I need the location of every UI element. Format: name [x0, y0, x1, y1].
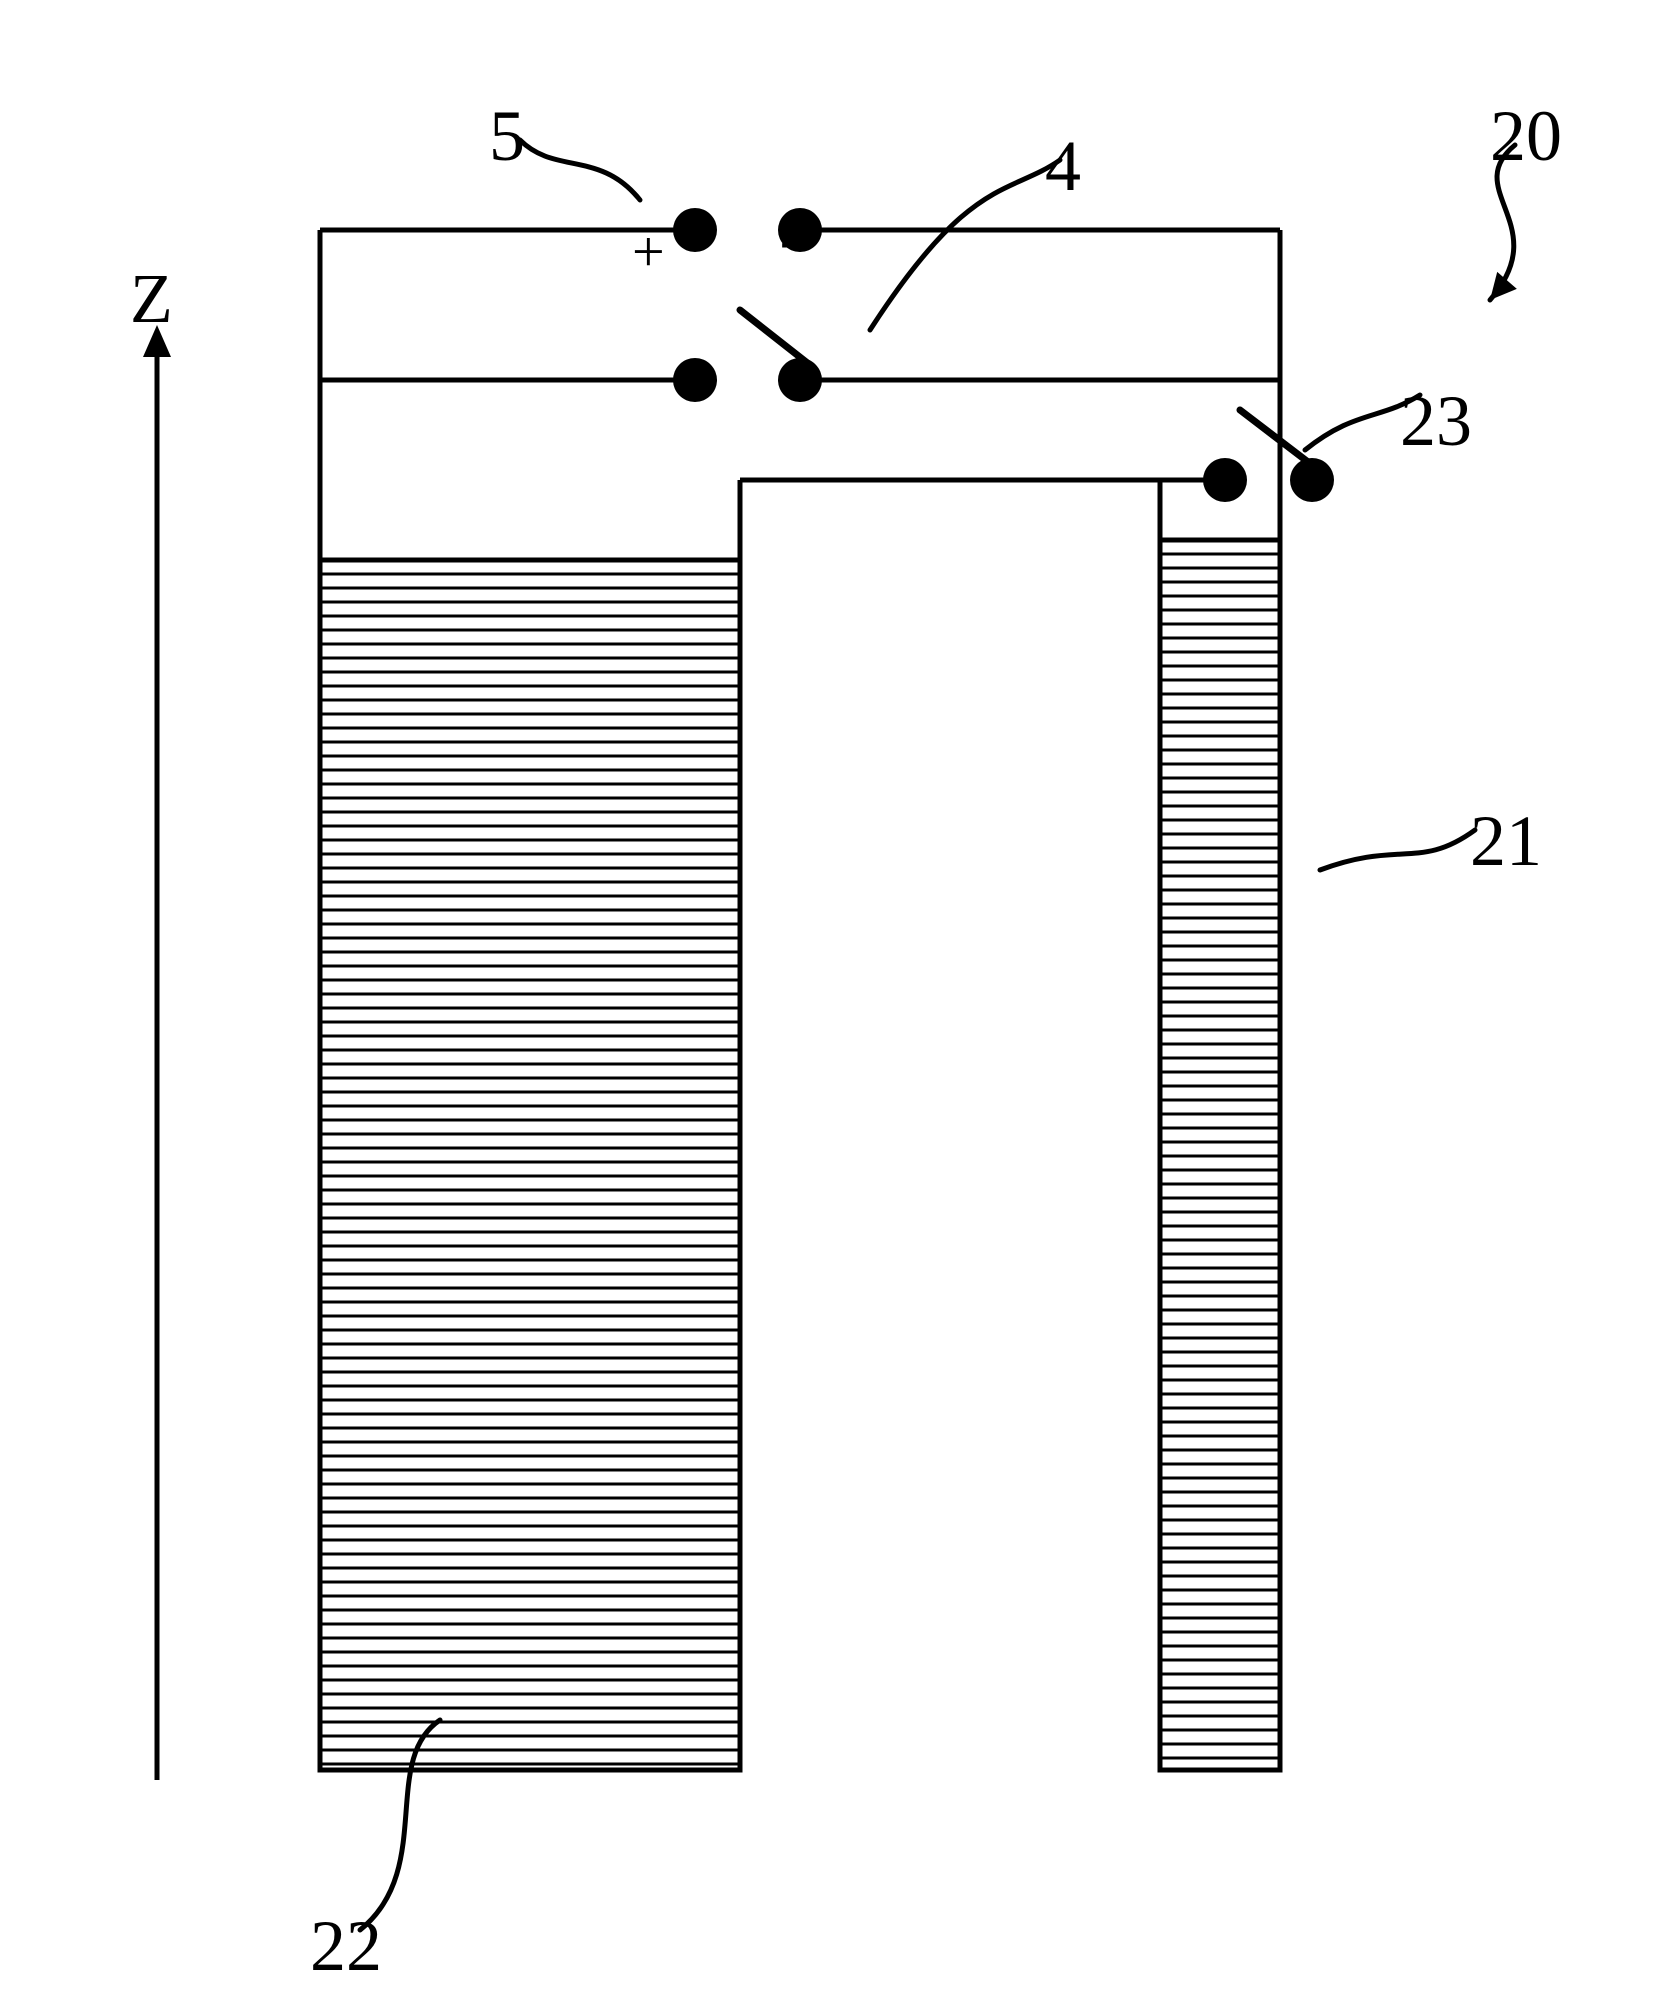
label-22: 22: [310, 1905, 382, 1988]
label-23: 23: [1400, 380, 1472, 463]
leader-5: [520, 140, 640, 200]
diagram-root: 5 4 20 23 21 22 Z + -: [0, 0, 1665, 1989]
label-21: 21: [1470, 800, 1542, 883]
label-20: 20: [1490, 95, 1562, 178]
plus-sign: +: [632, 218, 665, 285]
label-5: 5: [489, 95, 525, 178]
minus-sign: -: [780, 206, 799, 273]
diagram-svg: [0, 0, 1665, 1989]
label-4: 4: [1045, 125, 1081, 208]
leader-4: [870, 160, 1060, 330]
leader-21: [1320, 830, 1475, 870]
z-axis-label: Z: [130, 260, 173, 340]
